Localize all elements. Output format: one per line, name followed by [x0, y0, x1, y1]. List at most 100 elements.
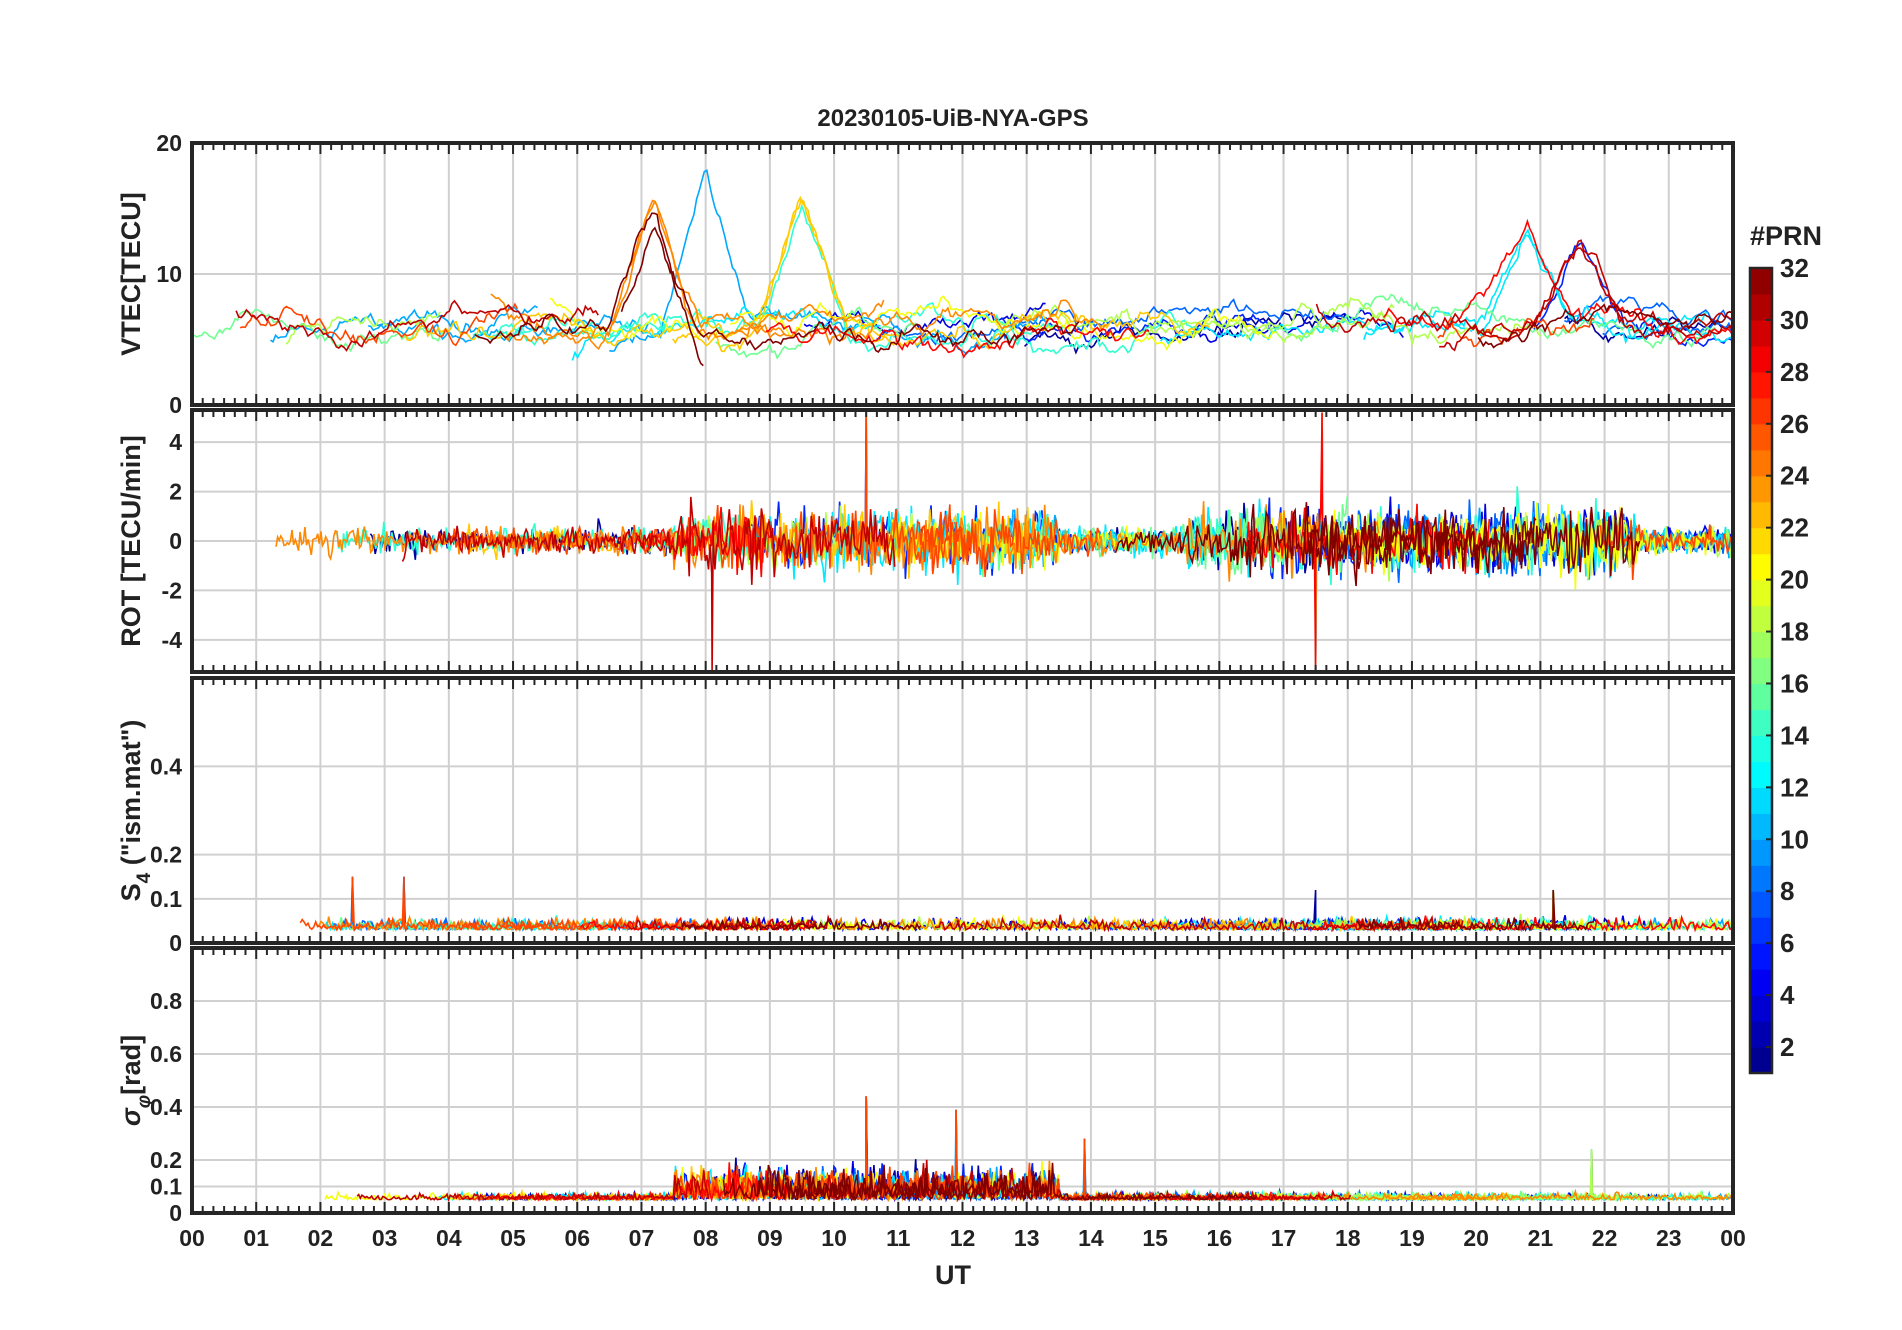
- colorbar-tick-label: 24: [1780, 461, 1809, 491]
- series-line-prn-32: [1477, 303, 1733, 349]
- series-line-prn-16: [715, 306, 917, 360]
- x-tick-label: 20: [1463, 1225, 1489, 1251]
- series-line-prn-28: [635, 507, 772, 578]
- y-tick-label: 0.1: [150, 1174, 182, 1200]
- series-line-prn-24: [1411, 1188, 1733, 1202]
- colorbar-tick-label: 16: [1780, 668, 1809, 698]
- series-line-prn-30: [235, 299, 599, 352]
- series-line-prn-10: [609, 169, 1051, 356]
- series-line-prn-32: [681, 916, 922, 932]
- x-tick-label: 13: [1014, 1225, 1040, 1251]
- colorbar-tick-label: 26: [1780, 409, 1809, 439]
- series-group: [299, 876, 1733, 933]
- y-tick-label: 0.2: [150, 842, 182, 868]
- colorbar-tick-label: 2: [1780, 1032, 1794, 1062]
- series-line-prn-32: [1356, 889, 1594, 933]
- y-axis-label-sigma_phi: σφ[rad]: [116, 1035, 155, 1126]
- y-tick-label: 0: [169, 528, 182, 554]
- colorbar-segment: [1750, 683, 1772, 711]
- series-line-prn-30: [401, 525, 598, 562]
- y-tick-label: -2: [162, 577, 182, 603]
- series-line-prn-12: [1160, 228, 1708, 346]
- x-tick-label: 05: [500, 1225, 526, 1251]
- series-line-prn-22: [465, 523, 635, 561]
- colorbar-segment: [1750, 839, 1772, 866]
- series-line-prn-30: [1439, 247, 1733, 352]
- colorbar-tick-label: 20: [1780, 565, 1809, 595]
- y-tick-label: 20: [156, 130, 182, 156]
- y-label-subscript: φ: [134, 1095, 155, 1108]
- colorbar-segment: [1750, 1021, 1772, 1048]
- colorbar-tick-label: 14: [1780, 720, 1809, 750]
- y-axis-label-rot: ROT [TECU/min]: [116, 435, 146, 646]
- panel-vtec: 0 10 20 VTEC[TECU]: [116, 130, 1735, 418]
- series-line-prn-14: [472, 316, 674, 341]
- series-line-prn-18: [993, 302, 1395, 340]
- colorbar-segment: [1750, 995, 1772, 1022]
- colorbar-segment: [1750, 813, 1772, 840]
- colorbar-tick-label: 4: [1780, 980, 1795, 1010]
- series-line-prn-8: [1564, 294, 1733, 334]
- series-group: [324, 1096, 1733, 1203]
- x-tick-label: 17: [1271, 1225, 1297, 1251]
- colorbar-tick-label: 32: [1780, 253, 1809, 283]
- series-line-prn-28: [765, 317, 1150, 359]
- x-tick-label: 04: [436, 1225, 462, 1251]
- x-tick-label: 07: [629, 1225, 655, 1251]
- x-tick-label: 19: [1399, 1225, 1425, 1251]
- colorbar-tick-label: 22: [1780, 513, 1809, 543]
- panel-s4: 00.10.20.4S4 ("ism.mat"): [116, 676, 1735, 956]
- colorbar-segment: [1750, 605, 1772, 633]
- y-tick-label: 10: [156, 261, 182, 287]
- series-line-prn-26: [299, 876, 601, 933]
- colorbar-segment: [1750, 397, 1772, 425]
- y-label-rest: [rad]: [116, 1035, 146, 1095]
- series-line-prn-20: [549, 297, 731, 340]
- series-line-prn-26: [239, 302, 519, 347]
- series-line-prn-2: [1023, 311, 1347, 355]
- series-line-prn-32: [1114, 502, 1537, 587]
- colorbar-tick-label: 28: [1780, 357, 1809, 387]
- x-tick-label: 11: [886, 1225, 911, 1251]
- colorbar-segment: [1750, 475, 1772, 503]
- y-tick-label: 0.2: [150, 1147, 182, 1173]
- y-tick-label: 4: [169, 429, 182, 455]
- series-line-prn-4: [1194, 308, 1404, 343]
- x-tick-label: 09: [757, 1225, 783, 1251]
- y-label-rest: ("ism.mat"): [116, 720, 146, 873]
- colorbar-tick-label: 8: [1780, 876, 1794, 906]
- x-tick-label: 00: [1720, 1225, 1746, 1251]
- x-minor-ticks: [191, 678, 1734, 943]
- colorbar-segment: [1750, 891, 1772, 918]
- y-tick-label: 0.4: [150, 1094, 182, 1120]
- colorbar-tick-label: 18: [1780, 617, 1809, 647]
- colorbar-frame: [1748, 266, 1774, 1075]
- x-tick-label: 16: [1207, 1225, 1233, 1251]
- series-line-prn-22: [672, 198, 1211, 353]
- colorbar-label: #PRN: [1750, 221, 1822, 251]
- colorbar-segment: [1750, 268, 1772, 295]
- colorbar-segment: [1750, 735, 1772, 762]
- y-tick-label: 0: [169, 392, 182, 418]
- panel-rot: -4 -2 0 2 4 ROT [TECU/min]: [116, 408, 1735, 674]
- colorbar-tick-label: 12: [1780, 772, 1809, 802]
- x-tick-label: 08: [693, 1225, 719, 1251]
- series-line-prn-32: [620, 226, 1080, 353]
- series-line-prn-32: [474, 212, 704, 367]
- colorbar-segment: [1750, 709, 1772, 737]
- y-tick-label: 0: [169, 1200, 182, 1226]
- colorbar-tick-label: 30: [1780, 305, 1809, 335]
- x-tick-labels: 00 01 02 03 04 05 06 07 08 09 10 11 12 13 14 15 16 17 18 19…: [179, 1225, 1746, 1251]
- series-line-prn-30: [1315, 239, 1733, 339]
- y-tick-label: 0.4: [150, 753, 182, 779]
- colorbar-segment: [1750, 943, 1772, 970]
- series-line-prn-28: [1313, 914, 1733, 933]
- colorbar-segment: [1750, 787, 1772, 814]
- series-line-prn-30: [356, 1170, 710, 1203]
- x-minor-ticks: [191, 948, 1734, 1213]
- x-tick-label: 02: [308, 1225, 334, 1251]
- series-line-prn-30: [596, 496, 896, 672]
- x-tick-label: 21: [1528, 1225, 1554, 1251]
